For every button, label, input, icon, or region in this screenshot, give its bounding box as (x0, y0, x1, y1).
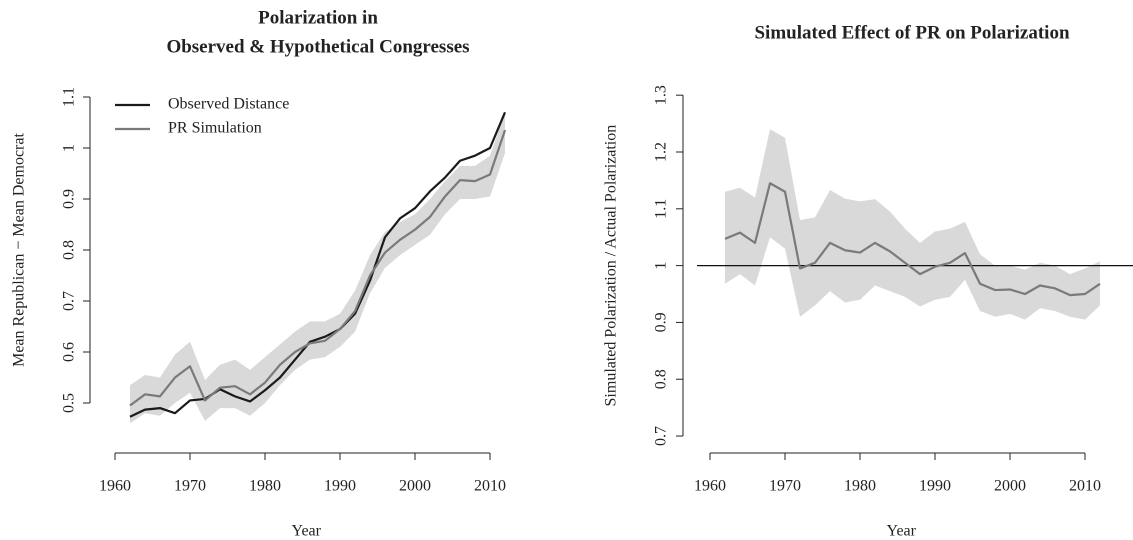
series-line (129, 129, 507, 407)
y-tick-label: 0.8 (653, 369, 670, 389)
y-tick-label: 0.9 (653, 312, 670, 332)
x-tick-label: 1970 (769, 478, 801, 495)
x-tick-label: 1980 (249, 478, 281, 495)
x-tick-label: 1990 (324, 478, 356, 495)
y-tick-label: 1 (653, 262, 670, 270)
y-axis-label: Mean Republican − Mean Democrat (11, 133, 28, 367)
x-tick-label: 1990 (919, 478, 951, 495)
y-tick-label: 0.8 (61, 240, 78, 260)
x-tick-label: 2000 (399, 478, 431, 495)
x-tick-label: 2010 (1069, 478, 1101, 495)
x-axis-label: Year (887, 523, 917, 540)
confidence-band (725, 129, 1100, 320)
chart-title: Observed & Hypothetical Congresses (166, 36, 469, 57)
x-tick-label: 2010 (474, 478, 506, 495)
x-axis-label: Year (292, 523, 322, 540)
y-tick-label: 0.7 (61, 291, 78, 311)
series-line (129, 111, 507, 418)
y-tick-label: 0.6 (61, 342, 78, 362)
y-tick-label: 0.5 (61, 393, 78, 413)
chart-title: Simulated Effect of PR on Polarization (754, 22, 1069, 43)
y-tick-label: 1.2 (653, 142, 670, 162)
y-tick-label: 0.9 (61, 189, 78, 209)
x-tick-label: 1980 (844, 478, 876, 495)
x-tick-label: 2000 (994, 478, 1026, 495)
chart-title: Polarization in (258, 7, 378, 28)
y-tick-label: 1.1 (653, 199, 670, 219)
y-tick-label: 1 (61, 144, 78, 152)
legend-label: Observed Distance (168, 96, 289, 113)
series-line (724, 182, 1101, 297)
x-tick-label: 1960 (99, 478, 131, 495)
x-tick-label: 1960 (694, 478, 726, 495)
y-tick-label: 1.1 (61, 87, 78, 107)
y-axis-label: Simulated Polarization / Actual Polariza… (603, 125, 620, 407)
confidence-band (130, 112, 505, 424)
legend-label: PR Simulation (168, 120, 262, 137)
x-tick-label: 1970 (174, 478, 206, 495)
y-tick-label: 1.3 (653, 85, 670, 105)
y-tick-label: 0.7 (653, 426, 670, 446)
